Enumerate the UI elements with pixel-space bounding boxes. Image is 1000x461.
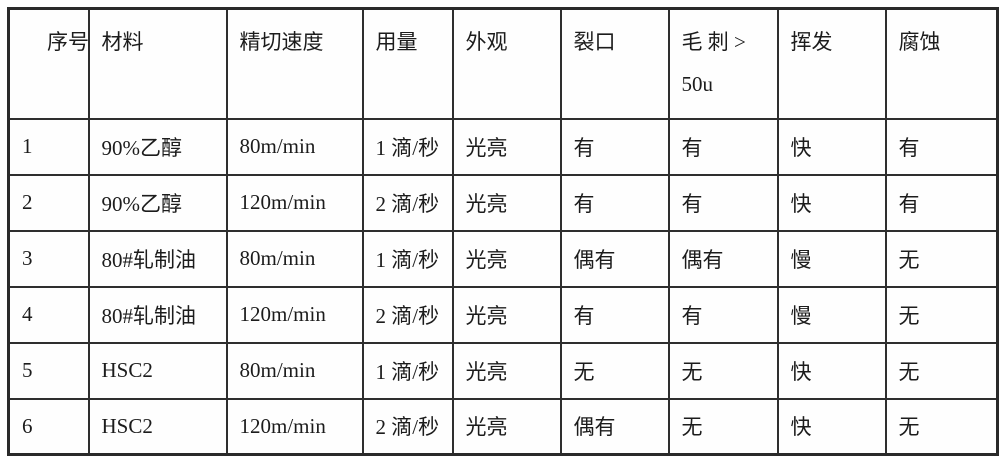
header-label: 毛 刺 > xyxy=(681,30,746,54)
table-row: 6 HSC2 120m/min 2 滴/秒 光亮 偶有 无 快 无 xyxy=(7,397,999,456)
table-cell: 慢 xyxy=(776,229,887,288)
table-cell: 快 xyxy=(776,117,887,176)
table-cell: 光亮 xyxy=(451,173,562,232)
table-row: 2 90%乙醇 120m/min 2 滴/秒 光亮 有 有 快 有 xyxy=(7,173,999,232)
table-cell: 无 xyxy=(559,341,670,400)
table-cell: 80#轧制油 xyxy=(87,285,228,344)
header-cell-burr: 毛 刺 > 50u xyxy=(667,7,779,120)
header-row: 序号 材料 精切速度 用量 外观 裂口 毛 刺 > 50u 挥发 腐蚀 xyxy=(7,7,999,120)
table-cell: 偶有 xyxy=(667,229,779,288)
table-cell: 2 xyxy=(7,173,90,232)
table-cell: 慢 xyxy=(776,285,887,344)
table-cell: 80m/min xyxy=(225,117,364,176)
table-row: 1 90%乙醇 80m/min 1 滴/秒 光亮 有 有 快 有 xyxy=(7,117,999,176)
header-label: 用量 xyxy=(375,30,418,54)
table-cell: 无 xyxy=(884,341,999,400)
table-cell: 快 xyxy=(776,397,887,456)
table-cell: 无 xyxy=(667,397,779,456)
table-cell: HSC2 xyxy=(87,397,228,456)
table-cell: 1 滴/秒 xyxy=(361,341,454,400)
table-cell: HSC2 xyxy=(87,341,228,400)
header-label: 腐蚀 xyxy=(898,30,941,54)
table-cell: 80m/min xyxy=(225,341,364,400)
table-cell: 120m/min xyxy=(225,173,364,232)
table-cell: 90%乙醇 xyxy=(87,173,228,232)
table-cell: 1 滴/秒 xyxy=(361,117,454,176)
table-cell: 光亮 xyxy=(451,341,562,400)
header-label: 外观 xyxy=(465,30,508,54)
table-cell: 有 xyxy=(884,117,999,176)
table-cell: 光亮 xyxy=(451,229,562,288)
header-label: 序号 xyxy=(47,30,89,54)
table-cell: 120m/min xyxy=(225,285,364,344)
header-cell-cutting-speed: 精切速度 xyxy=(225,7,364,120)
table-cell: 快 xyxy=(776,173,887,232)
table-row: 3 80#轧制油 80m/min 1 滴/秒 光亮 偶有 偶有 慢 无 xyxy=(7,229,999,288)
table-cell: 有 xyxy=(667,285,779,344)
header-label: 精切速度 xyxy=(239,30,324,54)
table-cell: 80#轧制油 xyxy=(87,229,228,288)
table-cell: 2 滴/秒 xyxy=(361,397,454,456)
table-cell: 无 xyxy=(884,285,999,344)
table-cell: 有 xyxy=(559,173,670,232)
header-label: 裂口 xyxy=(573,30,616,54)
table-cell: 光亮 xyxy=(451,397,562,456)
table-cell: 无 xyxy=(884,229,999,288)
table-cell: 6 xyxy=(7,397,90,456)
table-cell: 2 滴/秒 xyxy=(361,285,454,344)
table-cell: 1 滴/秒 xyxy=(361,229,454,288)
table-cell: 无 xyxy=(667,341,779,400)
table-row: 4 80#轧制油 120m/min 2 滴/秒 光亮 有 有 慢 无 xyxy=(7,285,999,344)
table-row: 5 HSC2 80m/min 1 滴/秒 光亮 无 无 快 无 xyxy=(7,341,999,400)
table-cell: 偶有 xyxy=(559,229,670,288)
table-cell: 90%乙醇 xyxy=(87,117,228,176)
table-cell: 80m/min xyxy=(225,229,364,288)
table-cell: 有 xyxy=(884,173,999,232)
header-cell-serial: 序号 xyxy=(7,7,90,120)
header-cell-volatilization: 挥发 xyxy=(776,7,887,120)
header-label: 材料 xyxy=(101,30,144,54)
header-label: 挥发 xyxy=(790,30,833,54)
header-cell-dosage: 用量 xyxy=(361,7,454,120)
table-cell: 3 xyxy=(7,229,90,288)
table-cell: 光亮 xyxy=(451,285,562,344)
header-cell-appearance: 外观 xyxy=(451,7,562,120)
table-cell: 偶有 xyxy=(559,397,670,456)
table-cell: 无 xyxy=(884,397,999,456)
test-results-table: 序号 材料 精切速度 用量 外观 裂口 毛 刺 > 50u 挥发 腐蚀 1 90… xyxy=(7,7,999,456)
table-cell: 光亮 xyxy=(451,117,562,176)
header-cell-crack: 裂口 xyxy=(559,7,670,120)
table-cell: 2 滴/秒 xyxy=(361,173,454,232)
table-cell: 4 xyxy=(7,285,90,344)
table-cell: 120m/min xyxy=(225,397,364,456)
table-cell: 有 xyxy=(667,117,779,176)
table-cell: 5 xyxy=(7,341,90,400)
table-cell: 有 xyxy=(667,173,779,232)
header-label-line2: 50u xyxy=(681,72,714,96)
table-cell: 有 xyxy=(559,285,670,344)
table-cell: 1 xyxy=(7,117,90,176)
table-cell: 有 xyxy=(559,117,670,176)
table-cell: 快 xyxy=(776,341,887,400)
header-cell-corrosion: 腐蚀 xyxy=(884,7,999,120)
header-cell-material: 材料 xyxy=(87,7,228,120)
